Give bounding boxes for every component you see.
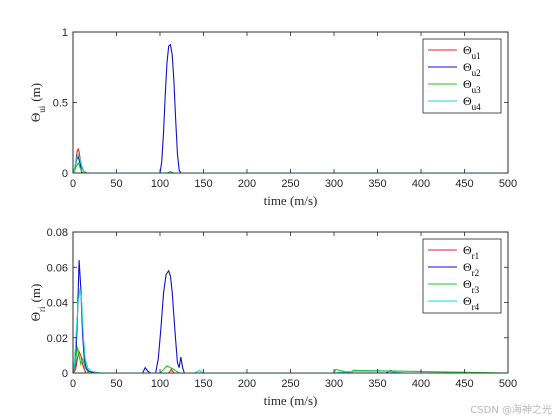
x-tick-label: 50	[110, 178, 122, 190]
x-tick-label: 250	[281, 378, 299, 390]
x-tick-label: 150	[194, 378, 212, 390]
series-line-u3	[73, 161, 508, 173]
y-tick-label: 0	[62, 168, 68, 180]
x-tick-label: 400	[412, 378, 430, 390]
x-tick-label: 300	[325, 178, 343, 190]
x-tick-label: 500	[499, 378, 517, 390]
x-tick-label: 100	[151, 378, 169, 390]
x-tick-label: 350	[368, 178, 386, 190]
chart-panel-bottom: 0 50 100 150 200 250 300 350 400 450 500 0 0.02 0.04 0…	[28, 227, 517, 408]
legend-label-r2: Θr2	[463, 260, 479, 278]
legend-label-r3: Θr3	[463, 277, 480, 295]
series-line-u2	[73, 43, 508, 173]
x-tick-label: 0	[70, 378, 76, 390]
series-line-r1	[73, 350, 508, 373]
series-lines	[73, 260, 508, 373]
y-tick-label: 0.5	[53, 98, 68, 110]
legend-label-u3: Θu3	[463, 77, 481, 95]
y-tick-label: 0.04	[47, 298, 68, 310]
series-line-u4	[73, 153, 508, 173]
series-lines	[73, 43, 508, 173]
legend-label-r4: Θr4	[463, 294, 480, 312]
x-tick-label: 500	[499, 178, 517, 190]
y-tick-label: 0	[62, 368, 68, 380]
x-tick-label: 400	[412, 178, 430, 190]
x-axis-label: time (m/s)	[264, 193, 318, 208]
x-tick-label: 300	[325, 378, 343, 390]
y-tick-label: 0.06	[47, 262, 68, 274]
y-axis-label: Θui(m)	[28, 83, 47, 122]
x-axis-label: time (m/s)	[264, 393, 318, 408]
legend-label-u4: Θu4	[463, 94, 481, 112]
series-line-r2	[73, 260, 508, 373]
y-axis-label: Θri(m)	[28, 284, 47, 322]
x-tick-label: 450	[455, 378, 473, 390]
x-tick-label: 0	[70, 178, 76, 190]
series-line-r4	[73, 288, 508, 373]
legend-label-u2: Θu2	[463, 60, 481, 78]
x-tick-label: 50	[110, 378, 122, 390]
series-line-r3	[73, 346, 508, 373]
x-tick-label: 250	[281, 178, 299, 190]
chart-panel-top: 0 50 100 150 200 250 300 350 400 450 500 0 0.5 1 time …	[28, 27, 517, 208]
x-tick-label: 150	[194, 178, 212, 190]
y-tick-label: 1	[62, 27, 68, 39]
x-tick-label: 450	[455, 178, 473, 190]
x-tick-label: 200	[238, 178, 256, 190]
legend-label-u1: Θu1	[463, 43, 481, 61]
x-tick-label: 100	[151, 178, 169, 190]
watermark-text: CSDN @海神之光	[470, 405, 552, 416]
legend-label-r1: Θr1	[463, 243, 479, 261]
y-tick-label: 0.02	[47, 333, 68, 345]
x-tick-label: 350	[368, 378, 386, 390]
x-tick-label: 200	[238, 378, 256, 390]
y-tick-label: 0.08	[47, 227, 68, 239]
